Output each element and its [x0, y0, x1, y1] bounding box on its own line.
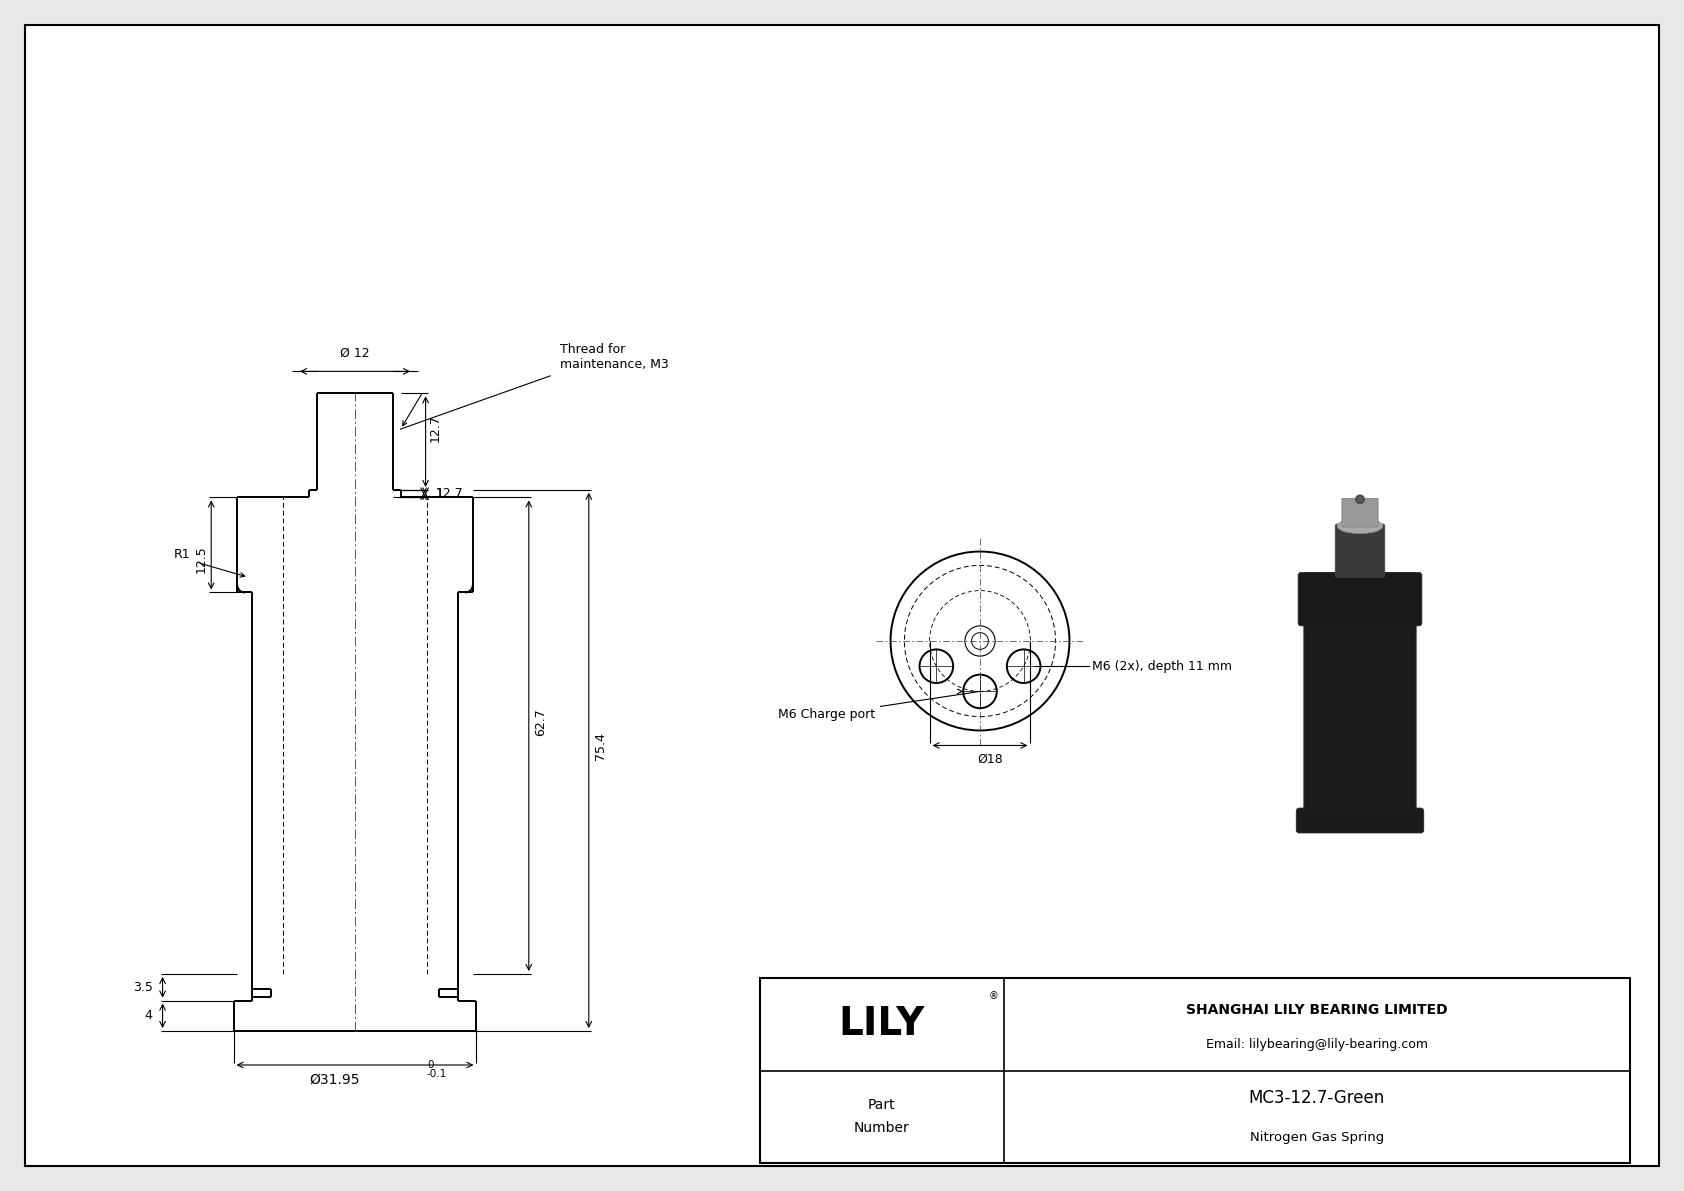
Text: LILY: LILY: [839, 1005, 925, 1043]
Text: 4: 4: [145, 1009, 153, 1022]
Text: 1: 1: [436, 487, 443, 500]
Text: 12.7: 12.7: [436, 487, 463, 500]
FancyBboxPatch shape: [1297, 807, 1423, 833]
Text: 62.7: 62.7: [534, 707, 547, 736]
Text: Ø 12: Ø 12: [340, 347, 370, 360]
Text: R1: R1: [173, 548, 190, 561]
Text: ®: ®: [989, 991, 999, 1000]
Text: Ø31.95: Ø31.95: [310, 1073, 360, 1087]
Text: 3.5: 3.5: [133, 981, 153, 993]
Text: 0: 0: [428, 1060, 433, 1070]
FancyBboxPatch shape: [1303, 573, 1416, 813]
FancyBboxPatch shape: [1335, 524, 1384, 578]
Text: MC3-12.7-Green: MC3-12.7-Green: [1248, 1090, 1384, 1108]
Text: -0.1: -0.1: [428, 1070, 448, 1079]
Text: 12.5: 12.5: [195, 545, 207, 573]
Text: Nitrogen Gas Spring: Nitrogen Gas Spring: [1250, 1130, 1384, 1143]
Text: 75.4: 75.4: [594, 732, 608, 760]
Text: SHANGHAI LILY BEARING LIMITED: SHANGHAI LILY BEARING LIMITED: [1186, 1003, 1448, 1017]
Bar: [759, 978, 1630, 1162]
Text: Email: lilybearing@lily-bearing.com: Email: lilybearing@lily-bearing.com: [1206, 1039, 1428, 1052]
FancyBboxPatch shape: [1342, 498, 1378, 526]
Text: M6 (2x), depth 11 mm: M6 (2x), depth 11 mm: [1093, 660, 1233, 673]
Text: Thread for
maintenance, M3: Thread for maintenance, M3: [561, 343, 669, 370]
Circle shape: [1356, 494, 1364, 504]
FancyBboxPatch shape: [1298, 573, 1421, 626]
Text: Part
Number: Part Number: [854, 1098, 909, 1135]
Text: M6 Charge port: M6 Charge port: [778, 709, 876, 722]
Ellipse shape: [1337, 518, 1383, 534]
Text: Ø18: Ø18: [977, 753, 1004, 766]
Text: 12.7: 12.7: [429, 413, 443, 442]
